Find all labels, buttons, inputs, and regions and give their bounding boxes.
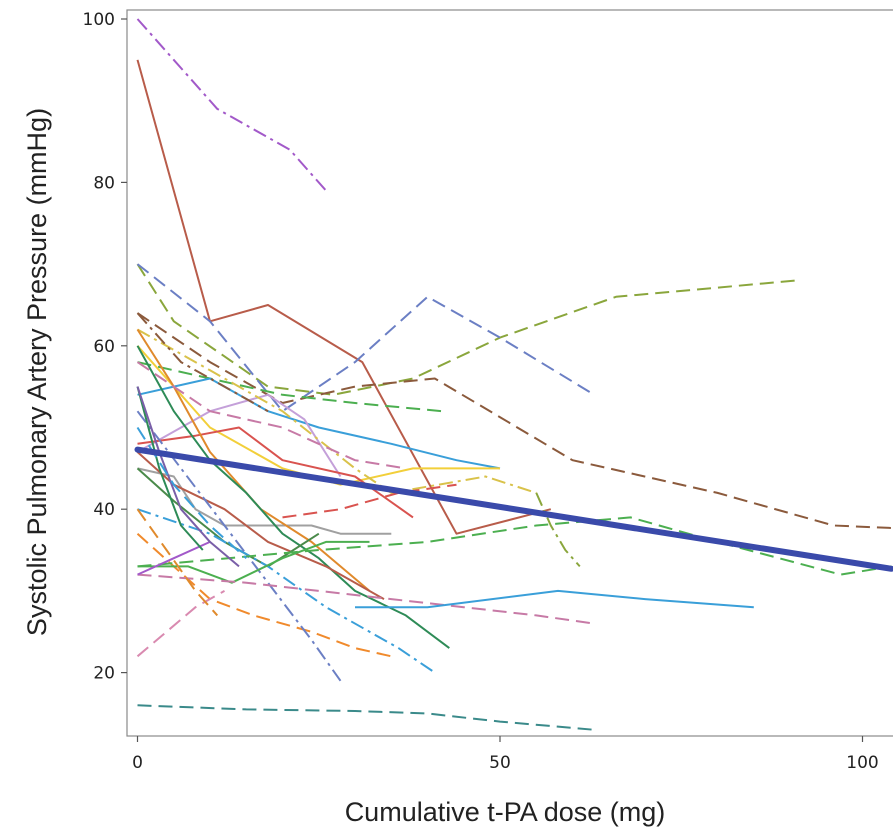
series-line-24	[355, 589, 754, 609]
series-line-2	[136, 59, 552, 535]
series-line-32	[136, 386, 204, 551]
y-axis-title: Systolic Pulmonary Artery Pressure (mmHg…	[22, 108, 52, 636]
y-tick-label: 20	[93, 664, 115, 684]
series-line-29	[282, 483, 457, 519]
y-tick-label: 60	[93, 337, 115, 357]
series-line-11	[137, 328, 537, 494]
plot-frame	[126, 9, 893, 737]
y-tick-label: 100	[83, 10, 115, 30]
series-line-7	[137, 377, 501, 470]
x-axis-title: Cumulative t-PA dose (mg)	[345, 797, 666, 827]
series-line-8	[136, 345, 500, 486]
series-line-14	[136, 328, 371, 592]
series-line-28	[136, 312, 269, 413]
series-line-34	[136, 426, 247, 559]
series-line-33	[136, 386, 240, 568]
series-line-4	[136, 263, 595, 413]
series-line-6	[137, 361, 443, 413]
series-line-20	[136, 410, 342, 682]
x-tick-label: 50	[489, 753, 511, 773]
y-tick-label: 40	[93, 500, 115, 520]
series-line-27	[136, 361, 406, 470]
series-line-30	[137, 540, 211, 576]
series-line-23	[137, 573, 595, 625]
series-line-3	[136, 263, 798, 396]
series-line-16	[136, 451, 385, 600]
series-line-21	[137, 540, 370, 584]
series-line-5	[136, 312, 892, 529]
series-line-25	[137, 704, 595, 731]
series-line-26	[136, 590, 225, 658]
axes-layer: 0 50 100 20 40 60 80 100	[83, 9, 893, 773]
series-line-1	[136, 18, 327, 192]
series-line-15	[136, 345, 450, 649]
series-line-31	[136, 508, 219, 617]
series-line-12	[535, 492, 581, 568]
series-layer	[136, 18, 892, 731]
x-tick-label: 0	[132, 753, 143, 773]
regression-line	[134, 446, 893, 572]
y-tick-label: 80	[93, 173, 115, 193]
fit-layer	[134, 446, 893, 572]
series-line-13	[137, 467, 392, 535]
x-tick-label: 100	[846, 753, 878, 773]
